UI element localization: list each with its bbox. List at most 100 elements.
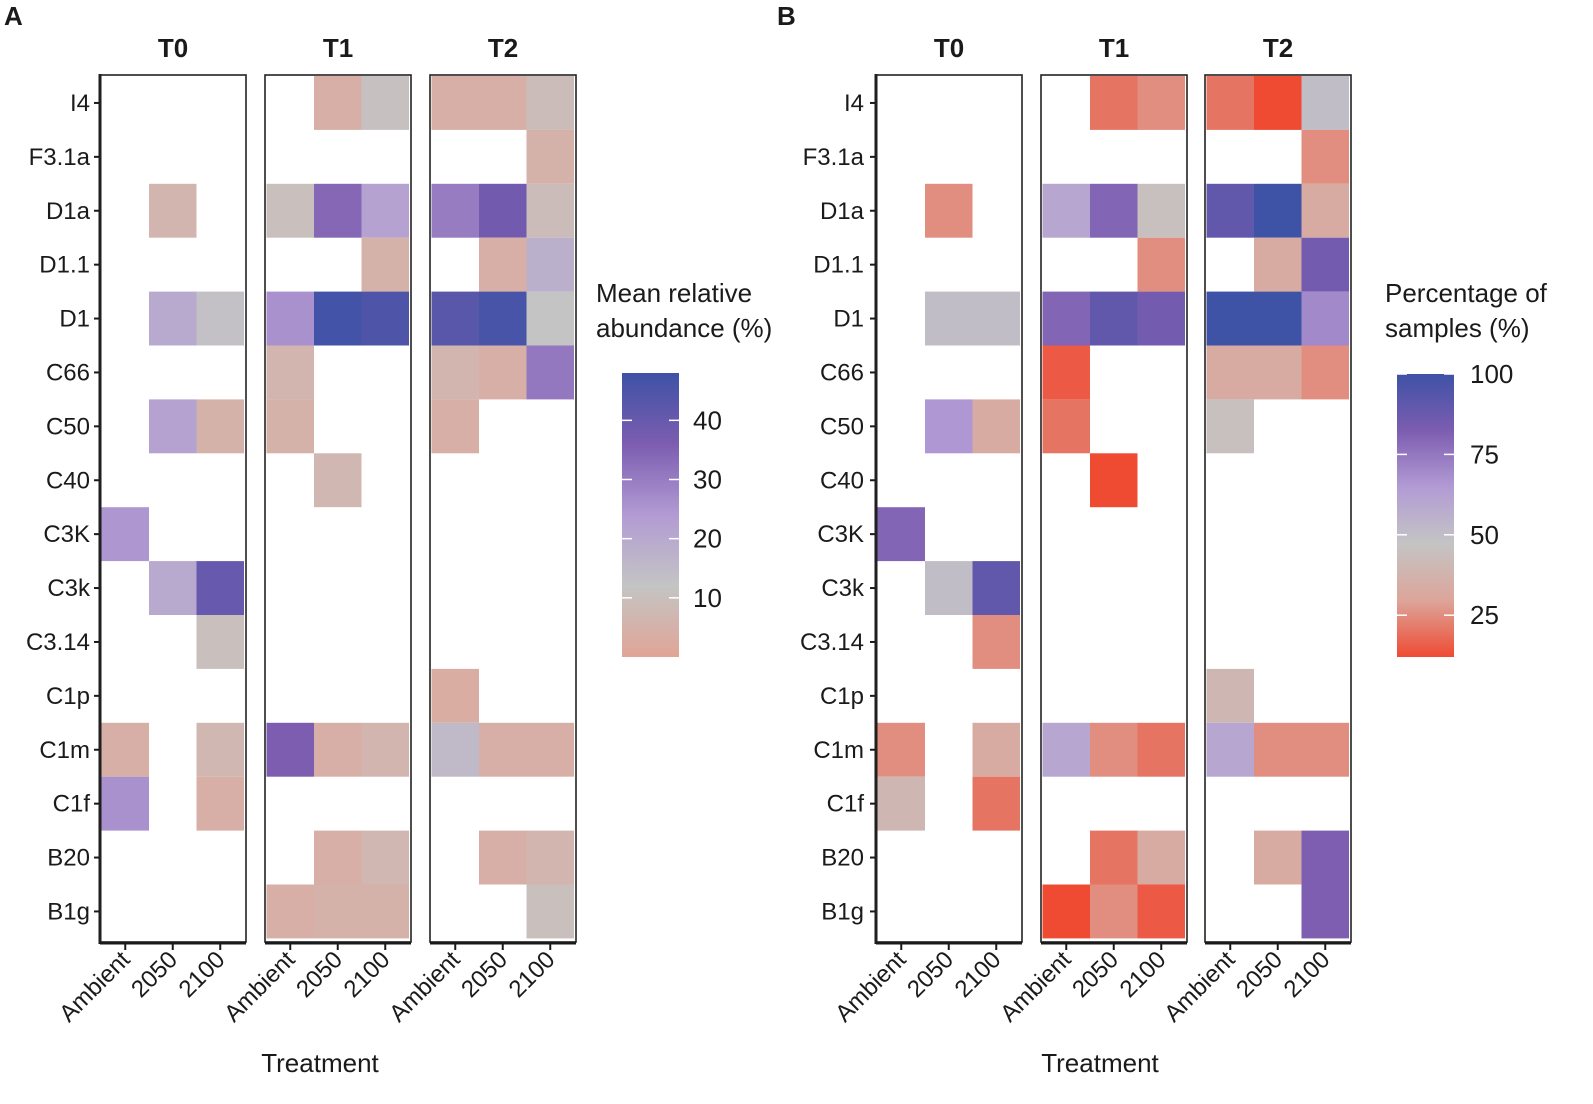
colorbar-legend: Mean relative abundance (%) 10 20 30 40 (596, 278, 772, 657)
heatmap-cell (361, 830, 409, 885)
heatmap-cell (1301, 830, 1349, 885)
x-tick-label: 2100 (1279, 946, 1336, 1003)
colorbar-tick-label: 25 (1470, 600, 1499, 630)
heatmap-cell (1206, 345, 1254, 400)
panel-letter: B (777, 1, 796, 31)
row-label: C3k (47, 575, 91, 602)
heatmap-cell (266, 291, 314, 346)
heatmap-cell (1090, 76, 1138, 130)
heatmap-cell (431, 399, 479, 454)
heatmap-cell (431, 76, 479, 130)
legend-title-line: Percentage of (1385, 278, 1548, 308)
heatmap-cell (479, 76, 527, 130)
heatmap-cell (1254, 183, 1302, 238)
heatmap-cell (1254, 291, 1302, 346)
x-tick-label: 2050 (126, 946, 183, 1003)
heatmap-cell (266, 722, 314, 777)
row-label: C3K (43, 521, 90, 548)
x-axis-title: Treatment (261, 1048, 379, 1078)
heatmap-cell (314, 76, 362, 130)
heatmap-cell (1206, 722, 1254, 777)
heatmap-cell (431, 345, 479, 400)
heatmap-cell (149, 399, 197, 454)
heatmap-cell (1137, 183, 1185, 238)
heatmap-cell (196, 561, 244, 615)
x-tick-label: Ambient (995, 946, 1077, 1028)
row-label: D1 (833, 306, 864, 333)
heatmap-cell (526, 884, 574, 939)
heatmap-cell (1137, 76, 1185, 130)
colorbar-tick-label: 10 (693, 583, 722, 613)
heatmap-cell (149, 291, 197, 346)
heatmap-cell (877, 722, 925, 777)
heatmap-cell (1042, 291, 1090, 346)
row-label: I4 (844, 90, 864, 117)
x-tick-label: 2100 (339, 946, 396, 1003)
heatmap-cell (196, 291, 244, 346)
heatmap-cell (1206, 291, 1254, 346)
heatmap-cell (526, 183, 574, 238)
heatmap-cell (361, 237, 409, 292)
heatmap-cell (877, 776, 925, 831)
heatmap-cell (1137, 830, 1185, 885)
row-label: F3.1a (803, 144, 865, 171)
row-label: C1f (53, 791, 91, 818)
heatmap-cell (526, 291, 574, 346)
heatmap-cell (1042, 345, 1090, 400)
heatmap-cell (479, 237, 527, 292)
heatmap-cell (1090, 183, 1138, 238)
heatmap-cell (526, 129, 574, 184)
heatmap-cell (1042, 722, 1090, 777)
facet-label: T2 (488, 33, 518, 63)
row-label: C66 (46, 359, 90, 386)
heatmap-cell (361, 183, 409, 238)
heatmap-cell (1301, 183, 1349, 238)
row-label: C3.14 (26, 629, 90, 656)
heatmap-cell (1301, 345, 1349, 400)
heatmap-cell (361, 884, 409, 939)
row-label: C40 (820, 467, 864, 494)
heatmap-cell (314, 183, 362, 238)
legend-title-line: Mean relative (596, 278, 752, 308)
heatmap-cell (1042, 884, 1090, 939)
heatmap-cell (972, 776, 1020, 831)
x-tick-label: Ambient (384, 946, 466, 1028)
row-label: B1g (821, 898, 864, 925)
heatmap-cell (1254, 76, 1302, 130)
legend-title-line: abundance (%) (596, 313, 772, 343)
heatmap-cell (925, 183, 973, 238)
heatmap-cell (479, 183, 527, 238)
heatmap-cell (149, 183, 197, 238)
colorbar-legend: Percentage of samples (%) 25 50 75 100 (1385, 278, 1548, 657)
heatmap-cell (196, 722, 244, 777)
heatmap-panel-A: A I4 F3.1a D1a D1.1 D1 C66 C50 C40 C3K C3k C3.14 C1p… (4, 1, 772, 1078)
heatmap-cell (101, 507, 149, 562)
colorbar-tick-label: 30 (693, 465, 722, 495)
row-label: C1p (820, 683, 864, 710)
heatmap-cell (314, 722, 362, 777)
facet-label: T0 (158, 33, 188, 63)
heatmap-cell (479, 830, 527, 885)
row-label: B20 (821, 845, 864, 872)
x-tick-label: Ambient (54, 946, 136, 1028)
heatmap-cell (361, 722, 409, 777)
legend-title-line: samples (%) (1385, 313, 1529, 343)
heatmap-cell (1301, 291, 1349, 346)
x-tick-label: 2050 (1231, 946, 1288, 1003)
heatmap-cell (431, 722, 479, 777)
colorbar-tick-label: 100 (1470, 359, 1513, 389)
heatmap-cell (526, 830, 574, 885)
x-tick-label: 2100 (504, 946, 561, 1003)
heatmap-cell (149, 561, 197, 615)
colorbar-tick-label: 50 (1470, 520, 1499, 550)
heatmap-cell (1137, 722, 1185, 777)
heatmap-cell (1206, 183, 1254, 238)
heatmap-cell (196, 399, 244, 454)
panel-letter: A (4, 1, 23, 31)
heatmap-cell (479, 291, 527, 346)
heatmap-cell (1254, 722, 1302, 777)
